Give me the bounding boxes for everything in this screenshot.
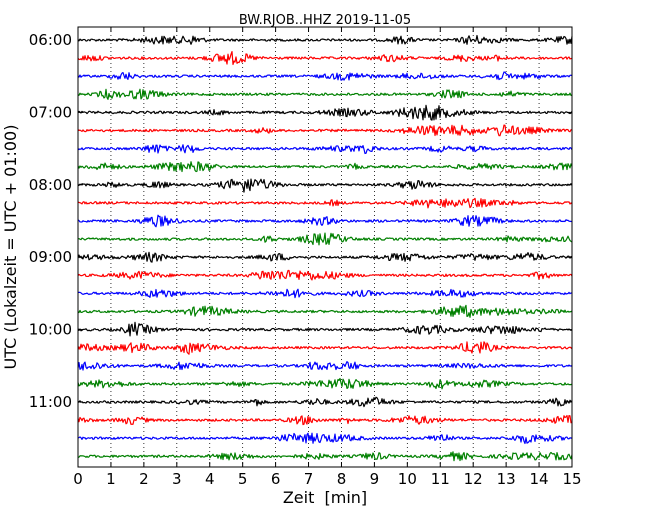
x-tick-label-2: 2 <box>139 470 149 488</box>
x-tick-label-5: 5 <box>238 470 248 488</box>
x-tick-label-3: 3 <box>172 470 182 488</box>
x-tick-label-10: 10 <box>398 470 417 488</box>
trace-row-12 <box>77 251 573 263</box>
trace-row-9 <box>77 197 573 209</box>
trace-row-23 <box>77 451 573 462</box>
trace-row-7 <box>77 161 573 173</box>
y-tick-label-1: 07:00 <box>29 103 72 121</box>
trace-row-20 <box>77 396 573 408</box>
y-tick-label-4: 10:00 <box>29 321 72 339</box>
trace-row-1 <box>77 50 573 66</box>
trace-row-15 <box>77 304 573 318</box>
x-axis-label: Zeit [min] <box>283 488 367 507</box>
x-tick-label-0: 0 <box>73 470 83 488</box>
trace-row-18 <box>77 361 573 371</box>
trace-row-19 <box>77 377 573 390</box>
x-tick-label-1: 1 <box>106 470 116 488</box>
trace-row-13 <box>77 269 573 281</box>
trace-row-3 <box>77 88 573 100</box>
y-tick-label-0: 06:00 <box>29 31 72 49</box>
trace-row-5 <box>77 124 573 137</box>
x-tick-label-7: 7 <box>304 470 314 488</box>
y-tick-label-2: 08:00 <box>29 176 72 194</box>
trace-row-11 <box>77 232 573 246</box>
x-tick-label-13: 13 <box>497 470 516 488</box>
plot-frame <box>77 26 573 468</box>
y-tick-label-5: 11:00 <box>29 393 72 411</box>
y-axis: 06:00 07:00 08:00 09:00 10:00 11:00 <box>29 31 572 411</box>
x-axis: 0 1 2 3 4 5 6 7 8 9 10 11 12 13 14 15 <box>73 27 582 488</box>
trace-row-10 <box>77 214 573 228</box>
trace-row-6 <box>77 144 573 155</box>
trace-row-14 <box>77 288 573 299</box>
trace-row-2 <box>77 71 573 81</box>
x-tick-label-15: 15 <box>562 470 581 488</box>
x-tick-label-8: 8 <box>337 470 347 488</box>
trace-row-22 <box>77 432 573 445</box>
trace-row-8 <box>77 178 573 193</box>
x-tick-label-9: 9 <box>370 470 380 488</box>
trace-row-4 <box>77 104 573 121</box>
seismic-traces <box>77 34 573 462</box>
x-tick-label-14: 14 <box>530 470 549 488</box>
grid-lines <box>110 27 540 467</box>
x-tick-label-4: 4 <box>205 470 215 488</box>
x-tick-label-12: 12 <box>464 470 483 488</box>
x-tick-label-6: 6 <box>271 470 281 488</box>
y-tick-label-3: 09:00 <box>29 248 72 266</box>
y-axis-label: UTC (Lokalzeit = UTC + 01:00) <box>1 125 20 370</box>
x-tick-label-11: 11 <box>431 470 450 488</box>
trace-row-16 <box>77 321 573 337</box>
chart-title: BW.RJOB..HHZ 2019-11-05 <box>239 13 411 28</box>
trace-row-17 <box>77 341 573 355</box>
trace-row-21 <box>77 414 573 426</box>
trace-row-0 <box>77 34 573 45</box>
